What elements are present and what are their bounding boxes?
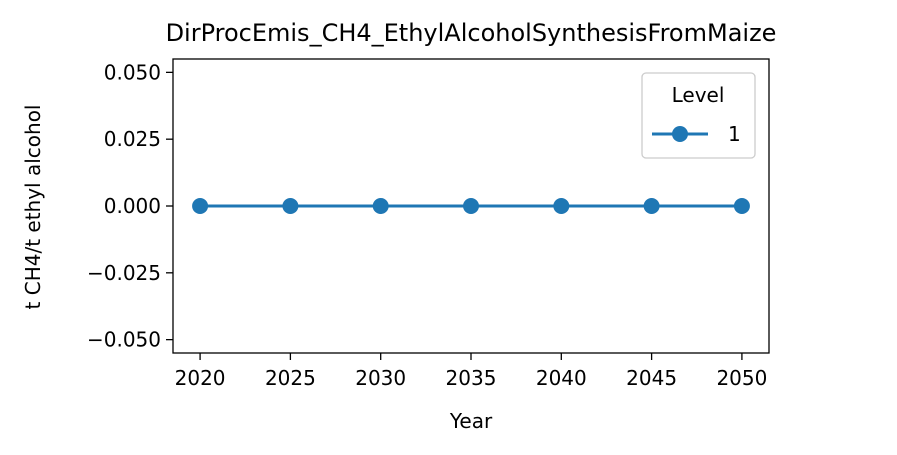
x-tick-label: 2025: [265, 366, 316, 390]
x-tick-label: 2045: [626, 366, 677, 390]
y-tick-label: 0.025: [104, 127, 161, 151]
plot-frame: [172, 58, 770, 354]
x-axis-label: Year: [449, 409, 493, 433]
legend-title: Level: [672, 83, 725, 107]
x-ticks: 2020 2025 2030 2035 2040 2045 2050: [175, 353, 767, 390]
data-point: [643, 198, 660, 214]
x-tick-label: 2050: [716, 366, 767, 390]
legend-label: 1: [728, 122, 741, 146]
x-tick-label: 2040: [536, 366, 587, 390]
x-tick-label: 2030: [355, 366, 406, 390]
data-point: [192, 198, 209, 214]
data-point: [733, 198, 750, 214]
y-tick-label: −0.025: [87, 261, 161, 285]
x-tick-label: 2035: [446, 366, 497, 390]
y-axis-label: t CH4/t ethyl alcohol: [21, 105, 45, 310]
y-tick-label: 0.050: [104, 60, 161, 84]
legend-box: [641, 72, 756, 159]
legend-marker: [672, 126, 688, 142]
data-point: [553, 198, 570, 214]
legend: Level 1: [641, 72, 756, 159]
y-tick-label: −0.050: [87, 328, 161, 352]
data-point: [372, 198, 389, 214]
y-ticks: 0.050 0.025 0.000 −0.025 −0.050: [87, 60, 173, 352]
data-point: [282, 198, 299, 214]
data-point: [463, 198, 479, 214]
series-layer: [192, 198, 750, 214]
chart-title: DirProcEmis_CH4_EthylAlcoholSynthesisFro…: [166, 19, 777, 47]
y-tick-label: 0.000: [104, 194, 161, 218]
x-tick-label: 2020: [175, 366, 226, 390]
